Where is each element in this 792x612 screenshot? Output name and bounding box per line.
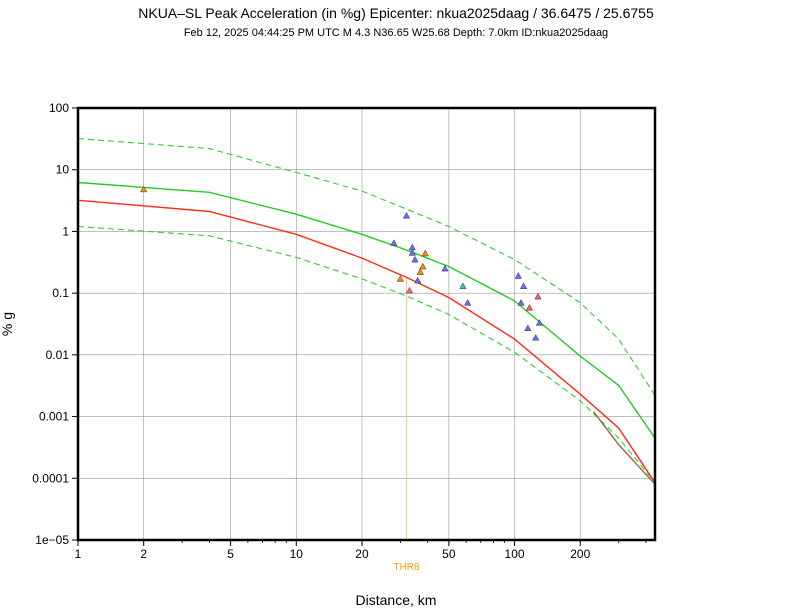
data-point <box>416 268 424 275</box>
data-point <box>414 276 422 284</box>
data-point <box>517 298 525 306</box>
x-tick-label: 20 <box>355 547 369 561</box>
y-tick-label: 0.01 <box>46 348 70 362</box>
x-tick-label: 200 <box>570 547 590 561</box>
data-point <box>514 272 522 279</box>
y-tick-label: 0.0001 <box>32 471 69 485</box>
solid-curve <box>77 181 656 439</box>
data-point <box>535 319 544 326</box>
axis-ticks: 1 2 5 10 20 50 100 200 100 10 1 0.1 0.01 0.001 0.0001 1… <box>32 101 647 561</box>
data-point <box>421 249 429 257</box>
prediction-curves <box>77 137 656 485</box>
solid-curve <box>592 411 656 485</box>
data-point <box>390 239 398 246</box>
chart-title: NKUA–SL Peak Acceleration (in %g) Epicen… <box>138 5 654 21</box>
chart-subtitle: Feb 12, 2025 04:44:25 PM UTC M 4.3 N36.6… <box>184 27 608 39</box>
plot-frame <box>76 106 657 542</box>
x-tick-label: 2 <box>140 547 147 561</box>
x-tick-label: 50 <box>442 547 456 561</box>
dashed-curve <box>77 137 656 396</box>
data-point <box>441 264 449 272</box>
data-point <box>519 282 528 289</box>
x-tick-label: 1 <box>75 547 82 561</box>
station-marker: THR8 <box>393 278 420 573</box>
data-point <box>408 249 416 256</box>
y-tick-label: 100 <box>49 101 69 115</box>
grid <box>77 107 655 541</box>
data-point <box>402 211 411 219</box>
y-axis-label: % g <box>0 312 15 336</box>
station-label: THR8 <box>393 562 420 573</box>
x-tick-label: 5 <box>227 547 234 561</box>
y-tick-label: 1 <box>62 224 69 238</box>
data-point <box>411 255 419 263</box>
data-point <box>534 292 542 300</box>
x-tick-label: 100 <box>505 547 525 561</box>
data-point <box>532 333 540 341</box>
observation-points <box>140 185 544 341</box>
x-tick-label: 10 <box>290 547 304 561</box>
data-point <box>419 262 427 270</box>
data-point <box>524 324 532 332</box>
x-axis-label: Distance, km <box>356 592 437 608</box>
solid-curve <box>77 199 656 483</box>
y-tick-label: 0.1 <box>52 286 69 300</box>
data-point <box>405 286 414 294</box>
y-tick-label: 0.001 <box>39 410 69 424</box>
data-point <box>396 275 405 282</box>
y-tick-label: 10 <box>56 163 70 177</box>
data-point <box>459 282 467 289</box>
data-point <box>525 303 534 311</box>
data-point <box>464 298 472 306</box>
y-tick-label: 1e−05 <box>35 533 69 547</box>
dashed-curve <box>77 225 656 483</box>
data-point <box>140 185 148 193</box>
